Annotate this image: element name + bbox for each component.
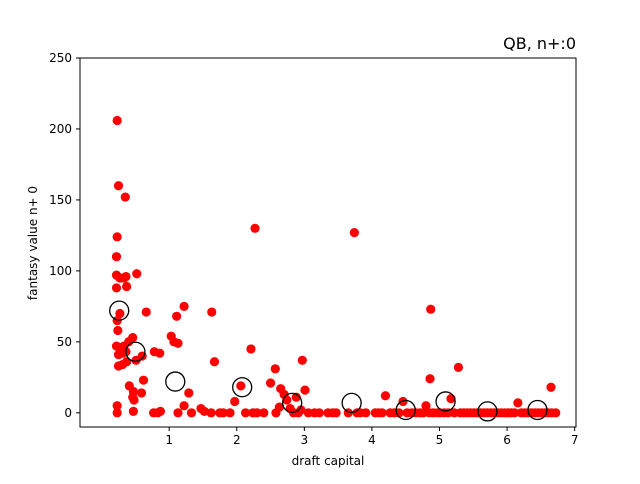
data-point bbox=[172, 311, 182, 321]
mean-marker bbox=[395, 399, 416, 421]
y-axis-ticks: 0 50 100 150 200 250 bbox=[49, 51, 80, 420]
y-tick-label: 200 bbox=[49, 122, 72, 136]
data-point bbox=[349, 227, 359, 238]
data-point bbox=[361, 408, 371, 418]
mean-marker bbox=[435, 391, 456, 412]
data-point bbox=[179, 301, 189, 311]
y-tick-label: 0 bbox=[64, 406, 72, 420]
mean-marker bbox=[125, 341, 146, 362]
data-point bbox=[250, 223, 260, 233]
data-point bbox=[128, 332, 138, 343]
data-points bbox=[111, 115, 561, 418]
data-point bbox=[291, 392, 301, 402]
data-point bbox=[129, 395, 139, 405]
data-point bbox=[513, 398, 523, 408]
data-point bbox=[141, 307, 151, 317]
mean-marker bbox=[341, 392, 362, 414]
x-axis-ticks: 1 2 3 4 5 6 7 bbox=[165, 427, 578, 447]
x-tick-label: 5 bbox=[436, 433, 444, 447]
data-point bbox=[421, 401, 431, 411]
data-point bbox=[218, 408, 228, 418]
data-point bbox=[155, 348, 165, 358]
x-tick-label: 6 bbox=[503, 433, 511, 447]
mean-marker bbox=[527, 399, 548, 421]
data-point bbox=[225, 408, 235, 418]
data-point bbox=[115, 308, 125, 319]
data-point bbox=[509, 408, 520, 418]
data-point bbox=[128, 406, 138, 416]
data-point bbox=[425, 374, 435, 384]
data-point bbox=[377, 408, 387, 418]
x-tick-label: 7 bbox=[571, 433, 579, 447]
x-tick-label: 3 bbox=[301, 433, 309, 447]
data-point bbox=[259, 408, 269, 418]
data-point bbox=[184, 388, 194, 398]
data-point bbox=[112, 408, 122, 418]
data-point bbox=[122, 281, 132, 292]
data-point bbox=[240, 408, 251, 418]
data-point bbox=[112, 232, 122, 242]
data-point bbox=[236, 381, 246, 391]
data-point bbox=[113, 325, 123, 336]
data-point bbox=[230, 396, 240, 407]
mean-markers bbox=[109, 300, 548, 422]
y-tick-label: 50 bbox=[57, 335, 72, 349]
data-point bbox=[426, 304, 436, 314]
data-point bbox=[155, 406, 166, 416]
data-point bbox=[112, 115, 122, 126]
mean-marker bbox=[165, 371, 186, 392]
data-point bbox=[551, 408, 561, 418]
mean-marker bbox=[109, 300, 130, 321]
data-point bbox=[113, 181, 124, 191]
data-point bbox=[173, 338, 183, 348]
data-point bbox=[380, 391, 391, 401]
data-point bbox=[111, 283, 122, 293]
y-tick-label: 250 bbox=[49, 51, 72, 65]
data-point bbox=[252, 408, 262, 418]
data-point bbox=[121, 271, 131, 282]
data-point bbox=[314, 408, 324, 418]
data-point bbox=[186, 408, 197, 418]
data-point bbox=[206, 408, 216, 418]
x-tick-label: 4 bbox=[368, 433, 376, 447]
mean-marker bbox=[282, 392, 303, 414]
x-tick-label: 1 bbox=[165, 433, 173, 447]
data-point bbox=[173, 408, 183, 418]
data-point bbox=[453, 362, 464, 372]
data-point bbox=[265, 378, 276, 388]
plot-frame bbox=[79, 57, 577, 428]
x-tick-label: 2 bbox=[233, 433, 241, 447]
data-point bbox=[546, 382, 556, 392]
y-axis-label: fantasy value n+ 0 bbox=[26, 186, 40, 300]
data-point bbox=[112, 401, 122, 411]
data-point bbox=[136, 388, 147, 398]
data-point bbox=[300, 385, 310, 395]
data-point bbox=[179, 401, 189, 411]
x-axis-label: draft capital bbox=[292, 454, 365, 468]
data-point bbox=[138, 375, 149, 385]
data-point bbox=[246, 344, 256, 354]
mean-marker bbox=[232, 377, 253, 398]
data-point bbox=[132, 269, 142, 279]
data-point bbox=[274, 402, 284, 412]
data-point bbox=[331, 408, 341, 418]
data-point bbox=[270, 364, 280, 374]
y-tick-label: 100 bbox=[49, 264, 72, 278]
chart-title: QB, n+:0 bbox=[503, 34, 576, 53]
data-point bbox=[122, 357, 132, 367]
data-point bbox=[207, 307, 217, 317]
data-point bbox=[297, 355, 307, 365]
y-tick-label: 150 bbox=[49, 193, 72, 207]
data-point bbox=[296, 405, 306, 415]
data-point bbox=[111, 252, 122, 262]
data-point bbox=[120, 192, 130, 202]
mean-marker bbox=[477, 401, 498, 422]
data-point bbox=[209, 357, 220, 367]
